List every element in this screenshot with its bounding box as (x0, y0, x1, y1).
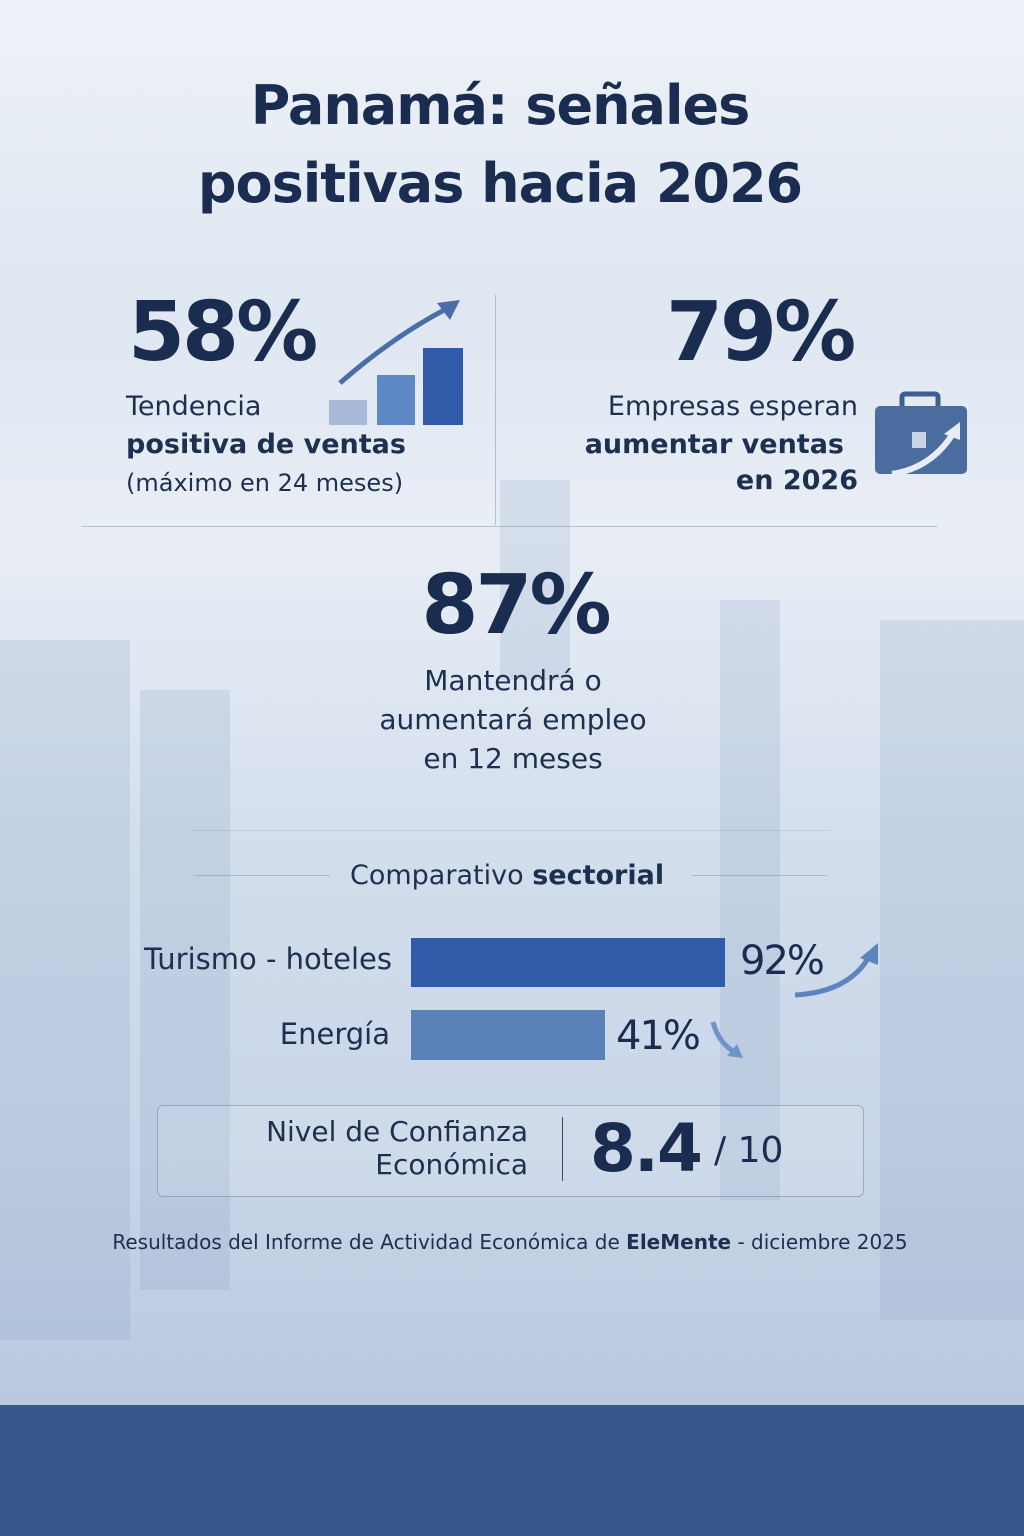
stat3-value: 87% (421, 558, 611, 653)
sector-value-turismo: 92% (740, 938, 825, 984)
briefcase-growth-icon (875, 391, 967, 477)
skyline-decor (720, 600, 780, 1200)
confidence-divider (562, 1117, 563, 1181)
sector-label-turismo: Turismo - hoteles (143, 942, 392, 976)
sector-bar-energia (411, 1010, 605, 1060)
stat2-value: 79% (666, 285, 856, 380)
sector-value-energia: 41% (616, 1013, 701, 1059)
stat2-line1: Empresas esperan (607, 391, 858, 422)
sector-bar-turismo (411, 938, 725, 987)
skyline-decor (0, 640, 130, 1340)
heading-rule (195, 875, 330, 876)
sector-heading-bold: sectorial (532, 860, 665, 891)
title-line-2: positivas hacia 2026 (197, 152, 803, 215)
sector-label-energia: Energía (279, 1017, 390, 1051)
stat1-line1: Tendencia (126, 391, 262, 422)
stat1-line3: (máximo en 24 meses) (126, 469, 404, 497)
skyline-decor (880, 620, 1024, 1320)
divider-horizontal (82, 526, 938, 527)
trend-up-arrow-icon (794, 943, 878, 998)
stat1-value: 58% (128, 285, 318, 380)
sector-heading-regular: Comparativo (350, 860, 524, 891)
confidence-label-line1: Nivel de Confianza (266, 1115, 528, 1148)
skyline-decor (500, 480, 570, 680)
confidence-label-line2: Económica (375, 1148, 528, 1181)
divider-horizontal (190, 830, 830, 831)
footer-prefix: Resultados del Informe de Actividad Econ… (112, 1230, 620, 1254)
stat2-line2: aumentar ventas (584, 429, 844, 460)
skyline-decor (140, 690, 230, 1290)
stat2-line3: en 2026 (735, 465, 858, 496)
heading-rule (692, 875, 827, 876)
stat1-line2: positiva de ventas (126, 429, 406, 460)
footer-brand: EleMente (626, 1230, 732, 1254)
sector-heading: Comparativo sectorial (350, 857, 664, 895)
trend-down-arrow-icon (710, 1021, 743, 1058)
footer-suffix: - diciembre 2025 (737, 1230, 908, 1254)
divider-vertical (495, 295, 496, 525)
title-line-1: Panamá: señales (250, 74, 750, 137)
stat3-line3: en 12 meses (423, 742, 603, 775)
bar-chart-growth-icon (329, 300, 463, 425)
confidence-scale: / 10 (714, 1130, 784, 1171)
confidence-label: Nivel de Confianza Económica (266, 1115, 528, 1181)
bottom-band (0, 1405, 1024, 1536)
confidence-box (157, 1105, 864, 1197)
stat3-line2: aumentará empleo (379, 703, 647, 736)
stat3-line1: Mantendrá o (424, 664, 602, 697)
footer-source: Resultados del Informe de Actividad Econ… (0, 1230, 1020, 1254)
confidence-value: 8.4 (590, 1110, 703, 1187)
